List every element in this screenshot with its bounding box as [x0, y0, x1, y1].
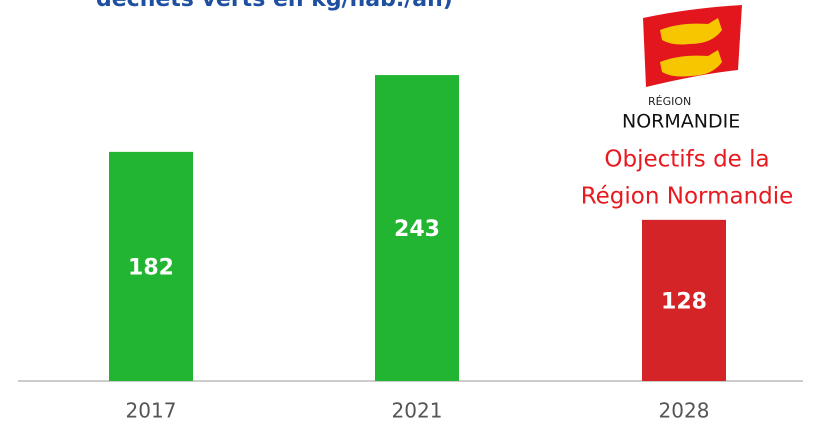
value-label: 128 — [661, 289, 707, 314]
logo-lion — [660, 18, 722, 45]
x-tick-label: 2017 — [126, 399, 177, 423]
bar — [109, 151, 193, 381]
bar — [375, 75, 459, 382]
annotation: Région Normandie — [581, 184, 794, 210]
logo: RÉGION NORMANDIE — [622, 5, 742, 133]
logo-region: RÉGION — [648, 95, 691, 108]
value-label: 243 — [394, 217, 440, 242]
x-tick-label: 2028 — [659, 399, 710, 423]
logo-name: NORMANDIE — [622, 111, 740, 133]
annotation: Objectifs de la — [604, 147, 769, 173]
x-tick-label: 2021 — [392, 399, 443, 423]
bar — [642, 219, 726, 381]
chart-title: déchets verts en kg/hab./an) — [96, 0, 453, 12]
value-label: 182 — [128, 255, 174, 280]
logo-lion — [660, 50, 722, 77]
